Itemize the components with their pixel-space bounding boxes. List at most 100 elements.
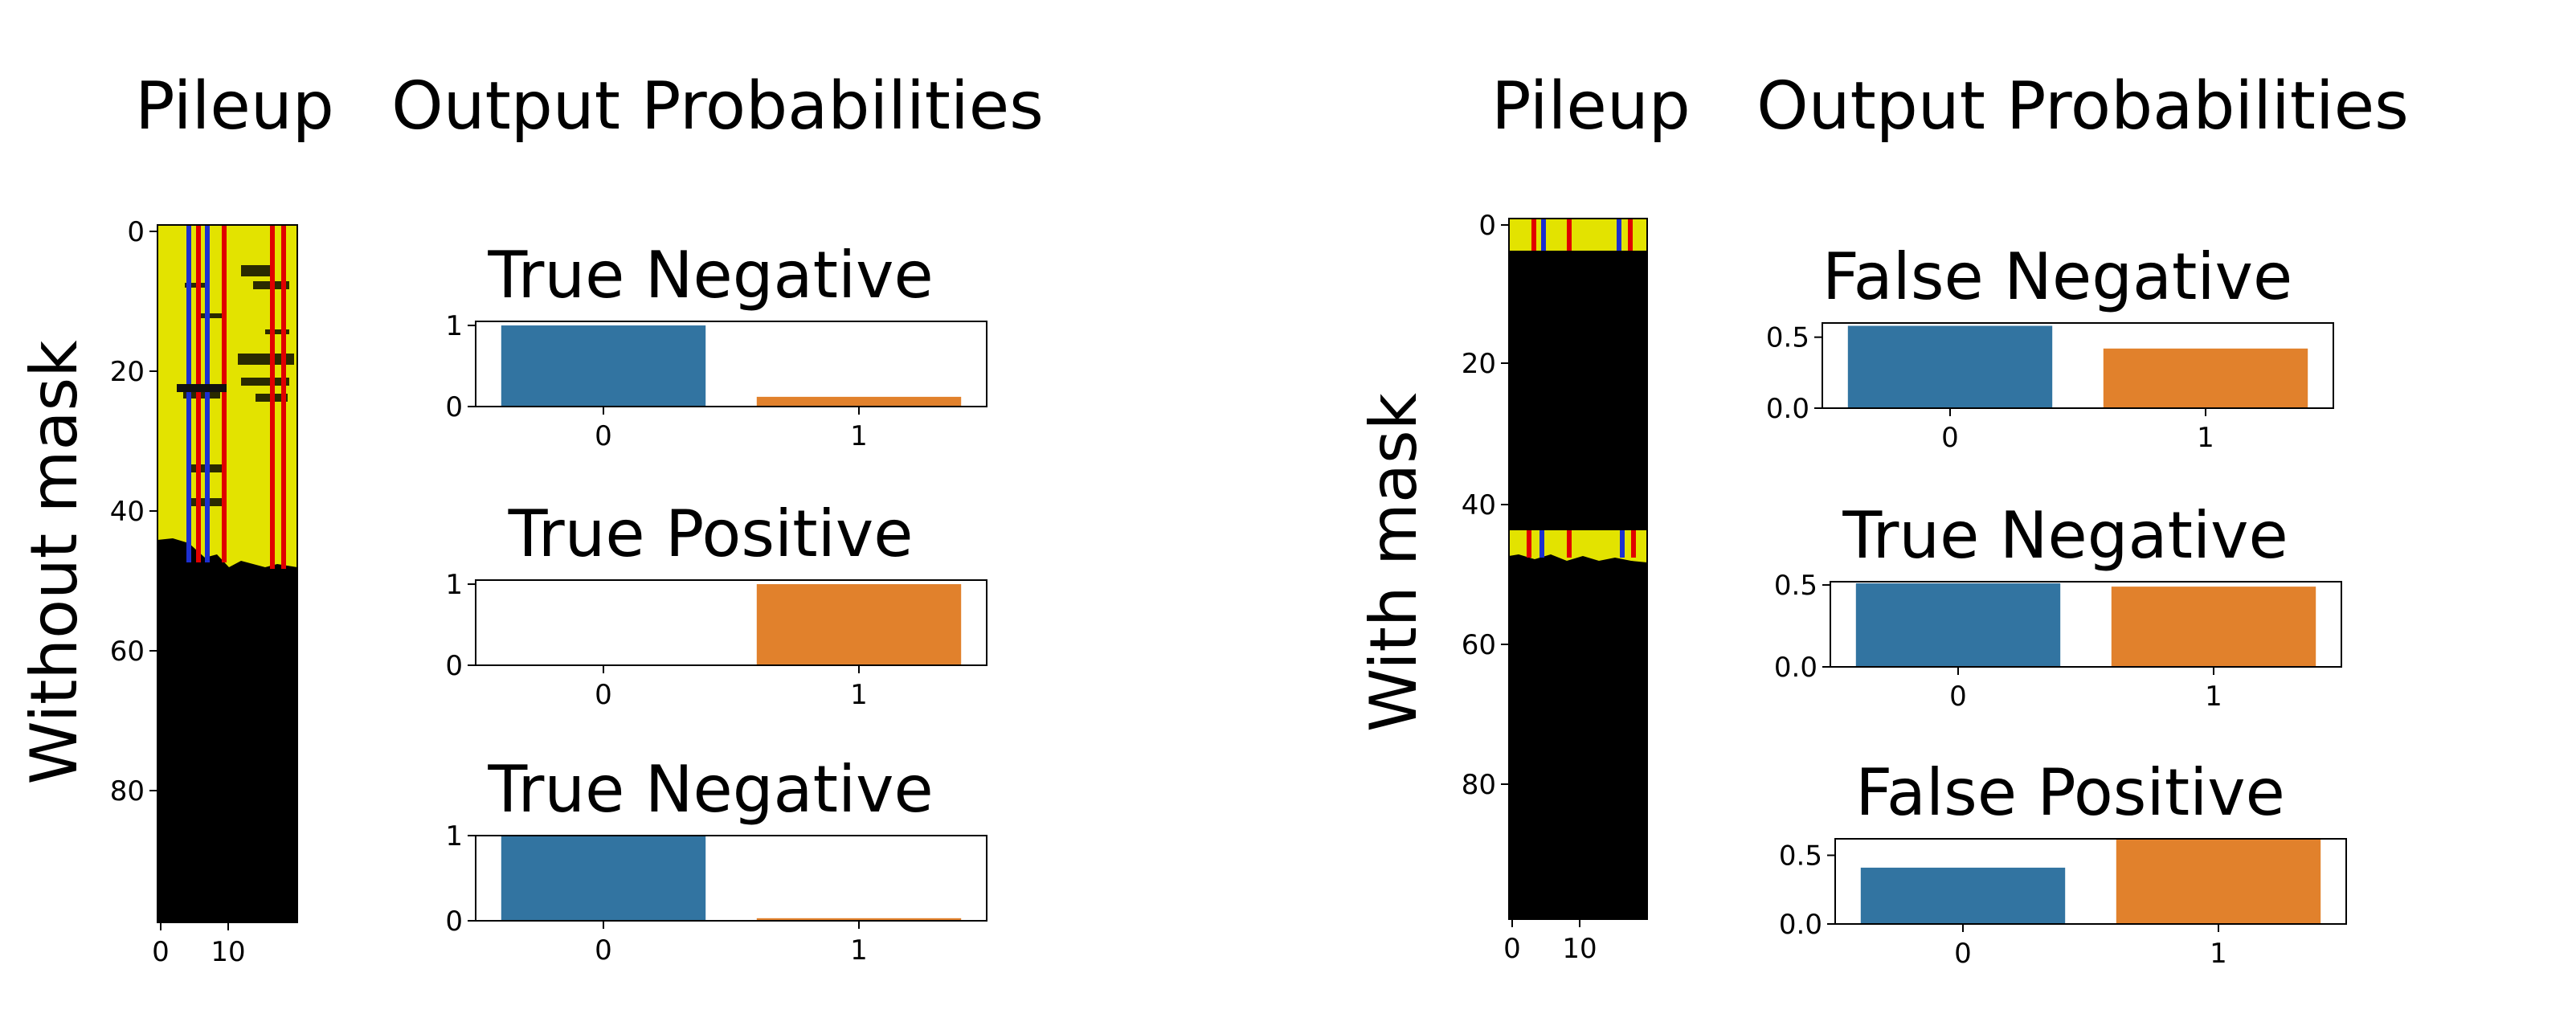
ytick-label: 0.5	[1779, 840, 1822, 873]
chart-frame	[1834, 838, 2347, 925]
pileup-title: Pileup	[135, 68, 334, 145]
pileup-col-red-6	[1631, 530, 1636, 558]
xtick-label: 0	[595, 420, 612, 452]
pileup-col-blue-2	[205, 225, 210, 562]
bar-1	[756, 396, 962, 407]
bar-1	[2116, 839, 2321, 924]
panel-with-mask: With mask Pileup Output Probabilities	[1356, 68, 2409, 970]
xtick-label: 10	[211, 936, 245, 968]
pileup-yticks: 0 20 40 60 80	[1462, 210, 1509, 801]
ytick-label: 0	[1478, 210, 1496, 242]
pileup-heatmap: 0 20 40 60 80 0 10	[110, 216, 298, 968]
ytick-label: 60	[1462, 629, 1496, 661]
bar-charts-right: False Negative 0.0 0.5 0 1 True Negative 0.0 0.…	[1766, 239, 2347, 970]
ytick-label: 1	[445, 569, 463, 601]
xtick-label: 10	[1562, 933, 1597, 965]
ytick-label: 40	[110, 496, 145, 528]
panel-without-mask: Without mask Pileup Output Probabilities	[17, 68, 1044, 968]
xtick-label: 0	[595, 934, 612, 967]
chart-frame	[475, 835, 987, 922]
pileup-col-red-1	[196, 225, 201, 562]
chart-frame	[475, 579, 987, 666]
bar-0	[1855, 583, 2061, 667]
pileup-xticks: 0 10	[152, 922, 246, 968]
xtick-label: 1	[850, 679, 868, 711]
ytick-label: 0.5	[1766, 322, 1809, 354]
chart-title: False Negative	[1822, 239, 2292, 314]
chart-frame	[475, 321, 987, 407]
pileup-col-red-1	[1531, 219, 1536, 251]
probs-title: Output Probabilities	[1756, 68, 2409, 145]
ytick-label: 0.0	[1774, 652, 1818, 684]
pileup-dark-bar	[177, 384, 227, 392]
ytick-label: 0.5	[1774, 570, 1818, 602]
bar-chart: True Negative 0.0 0.5 0 1	[1774, 498, 2342, 713]
probs-title: Output Probabilities	[391, 68, 1044, 145]
ytick-label: 0	[445, 650, 463, 682]
pileup-col-blue-1	[186, 225, 191, 562]
ytick-label: 1	[445, 310, 463, 342]
xtick-label: 1	[850, 934, 868, 967]
chart-title: True Negative	[487, 238, 933, 313]
bar-1	[756, 584, 962, 665]
pileup-col-blue-3	[1539, 530, 1544, 558]
bar-0	[501, 836, 706, 921]
pileup-col-red-4	[1527, 530, 1531, 558]
pileup-col-red-3	[1628, 219, 1633, 251]
ytick-label: 40	[1462, 489, 1496, 521]
xtick-label: 0	[1954, 938, 1972, 970]
xtick-label: 1	[2205, 681, 2222, 713]
bar-1	[2111, 587, 2316, 667]
bar-1	[2103, 348, 2308, 408]
chart-frame	[1830, 581, 2342, 668]
pileup-frame	[1508, 218, 1648, 920]
ytick-label: 80	[1462, 769, 1496, 801]
pileup-col-blue-4	[1620, 530, 1625, 558]
xtick-label: 0	[1949, 681, 1967, 713]
ytick-label: 0.0	[1766, 393, 1809, 425]
bar-0	[1860, 867, 2066, 924]
pileup-col-red-4	[281, 225, 286, 569]
pileup-yticks: 0 20 40 60 80	[110, 216, 157, 807]
bar-chart: False Negative 0.0 0.5 0 1	[1766, 239, 2334, 454]
ytick-label: 0	[127, 216, 145, 248]
pileup-col-blue-2	[1617, 219, 1621, 251]
chart-title: True Negative	[487, 752, 933, 827]
pileup-yellow-top	[1509, 219, 1647, 251]
pileup-col-blue-1	[1541, 219, 1546, 251]
xtick-label: 1	[2197, 422, 2214, 454]
ytick-label: 80	[110, 775, 145, 807]
ytick-label: 0	[445, 905, 463, 938]
pileup-heatmap: 0 20 40 60 80 0 10	[1462, 210, 1648, 965]
chart-frame	[1822, 322, 2334, 409]
pileup-background	[1509, 219, 1647, 919]
pileup-yellow-region	[157, 225, 297, 567]
ytick-label: 20	[110, 356, 145, 388]
xtick-label: 0	[1503, 933, 1521, 965]
ytick-label: 0	[445, 391, 463, 423]
chart-title: True Negative	[1842, 498, 2288, 573]
xtick-label: 1	[2210, 938, 2227, 970]
chart-title: True Positive	[508, 497, 914, 571]
ytick-label: 1	[445, 820, 463, 852]
bar-1	[756, 918, 962, 921]
bar-0	[1847, 325, 2053, 408]
ytick-label: 0.0	[1779, 909, 1822, 941]
xtick-label: 1	[850, 420, 868, 452]
chart-title: False Positive	[1855, 755, 2285, 830]
row-label: With mask	[1356, 392, 1431, 732]
xtick-label: 0	[152, 936, 170, 968]
bar-chart: False Positive 0.0 0.5 0 1	[1779, 755, 2347, 970]
bar-chart: True Positive 0 1 0 1	[445, 497, 987, 711]
row-label: Without mask	[17, 340, 92, 785]
pileup-xticks: 0 10	[1503, 919, 1597, 965]
pileup-col-red-2	[1567, 219, 1572, 251]
pileup-col-red-3	[270, 225, 275, 569]
bar-chart: True Negative 0 1 0 1	[445, 238, 987, 452]
bar-chart: True Negative 0 1 0 1	[445, 752, 987, 967]
ytick-label: 20	[1462, 348, 1496, 380]
pileup-col-red-2	[222, 225, 227, 562]
xtick-label: 0	[1941, 422, 1959, 454]
